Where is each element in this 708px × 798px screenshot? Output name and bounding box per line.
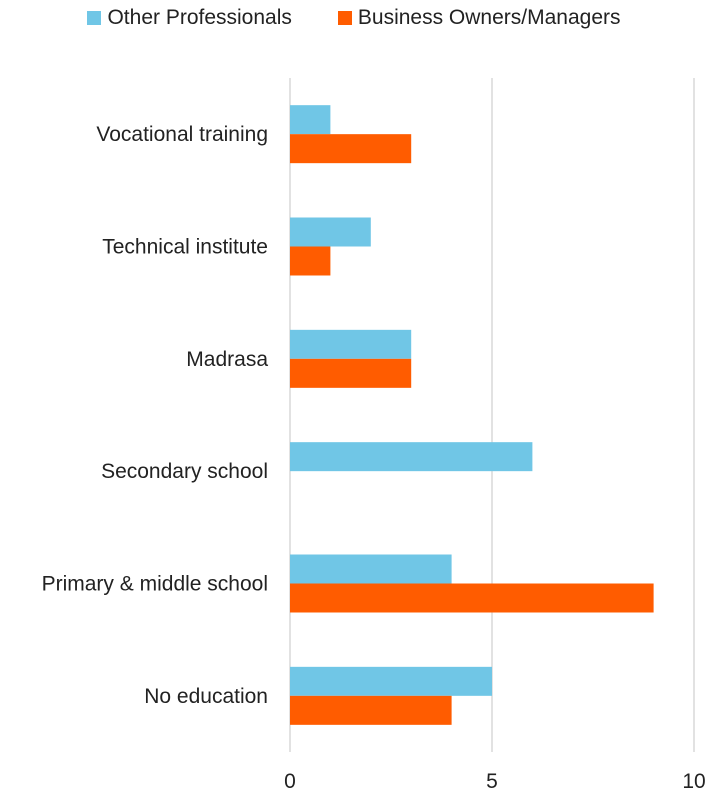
x-tick-label-5: 5: [486, 770, 498, 793]
bar-business-owners-technical-institute: [290, 246, 331, 276]
bar-other-professionals-no-education: [290, 666, 492, 696]
bar-other-professionals-madrasa: [290, 329, 412, 359]
bar-other-professionals-primary-middle-school: [290, 554, 452, 584]
bar-business-owners-no-education: [290, 695, 452, 725]
category-label-primary-middle-school: Primary & middle school: [42, 573, 268, 596]
bar-other-professionals-vocational-training: [290, 105, 331, 135]
bar-business-owners-primary-middle-school: [290, 583, 654, 613]
legend-item-other-professionals: Other Professionals: [87, 6, 292, 30]
x-tick-label-0: 0: [284, 770, 296, 793]
bar-business-owners-vocational-training: [290, 134, 412, 164]
category-label-madrasa: Madrasa: [186, 348, 268, 371]
x-tick-label-10: 10: [682, 770, 705, 793]
bar-other-professionals-secondary-school: [290, 442, 533, 472]
category-label-secondary-school: Secondary school: [101, 460, 268, 483]
category-label-technical-institute: Technical institute: [102, 236, 268, 259]
bar-other-professionals-technical-institute: [290, 217, 371, 247]
bar-business-owners-madrasa: [290, 358, 412, 388]
legend-label-other-professionals: Other Professionals: [107, 6, 292, 29]
legend-label-business-owners: Business Owners/Managers: [357, 6, 621, 29]
legend-swatch-other-professionals: [87, 11, 102, 25]
category-label-no-education: No education: [144, 685, 268, 708]
legend-swatch-business-owners: [337, 11, 352, 25]
category-label-vocational-training: Vocational training: [96, 123, 268, 146]
legend-item-business-owners: Business Owners/Managers: [337, 6, 621, 30]
legend: Other Professionals Business Owners/Mana…: [0, 6, 708, 30]
